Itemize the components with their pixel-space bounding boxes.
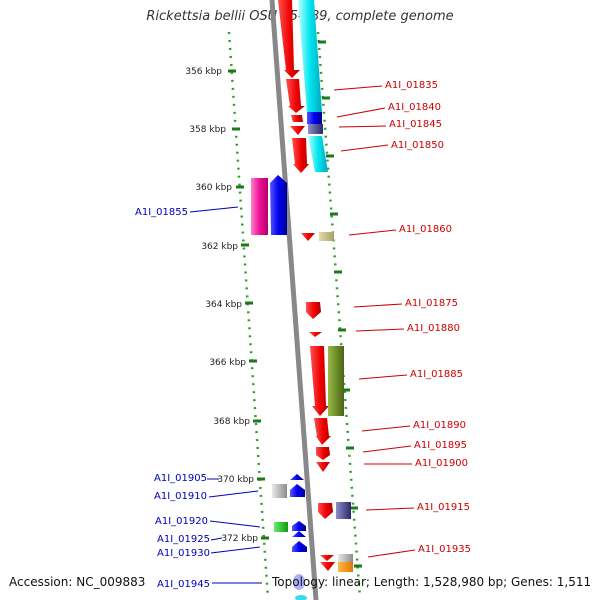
- feature-A1I_01945[interactable]: [293, 574, 305, 590]
- feature-A1I_01910-gray[interactable]: [272, 484, 287, 498]
- feature-A1I_01920[interactable]: [292, 521, 306, 531]
- gene-label-A1I_01905[interactable]: A1I_01905: [154, 473, 207, 484]
- feature-A1I_01875[interactable]: [306, 302, 321, 319]
- feature-A1I_01880[interactable]: [309, 332, 322, 337]
- feature-A1I_01850[interactable]: [292, 138, 309, 173]
- feature-navy-small[interactable]: [336, 502, 351, 519]
- gene-label-A1I_01890[interactable]: A1I_01890: [413, 420, 466, 431]
- feature-A1I_01855[interactable]: [270, 175, 287, 235]
- leader-line: [333, 85, 383, 91]
- leader-line: [365, 507, 415, 511]
- scale-label-360: 360 kbp: [195, 183, 232, 193]
- feature-A1I_01885[interactable]: [310, 346, 329, 416]
- reverse-features: [251, 175, 307, 590]
- sequence-backbone: [269, 0, 319, 600]
- gene-label-A1I_01850[interactable]: A1I_01850: [391, 140, 444, 151]
- feature-A1I_01860[interactable]: [301, 233, 315, 241]
- scale-label-368: 368 kbp: [213, 417, 250, 427]
- leader-line: [338, 125, 387, 128]
- feature-A1I_01935-b[interactable]: [320, 562, 335, 571]
- gene-label-A1I_01860[interactable]: A1I_01860: [399, 224, 452, 235]
- gene-label-A1I_01915[interactable]: A1I_01915: [417, 502, 470, 513]
- gene-label-A1I_01925[interactable]: A1I_01925: [157, 534, 210, 545]
- gene-label-A1I_01920[interactable]: A1I_01920: [155, 516, 208, 527]
- leader-line: [367, 549, 416, 558]
- leader-line: [336, 107, 386, 118]
- leader-line: [210, 537, 223, 541]
- leader-line: [208, 490, 259, 498]
- feature-A1I_01890[interactable]: [314, 418, 331, 445]
- feature-cyan-bottom: [295, 595, 307, 600]
- genome-summary-label: Topology: linear; Length: 1,528,980 bp; …: [272, 575, 592, 589]
- feature-A1I_01915[interactable]: [318, 503, 333, 519]
- feature-cyan-lower[interactable]: [308, 136, 328, 172]
- forward-features: [278, 0, 353, 600]
- feature-A1I_01930[interactable]: [292, 541, 307, 552]
- feature-A1I_01905[interactable]: [290, 474, 304, 480]
- feature-blue-block[interactable]: [307, 112, 322, 124]
- feature-gray-small[interactable]: [338, 554, 353, 562]
- leader-line: [340, 144, 389, 152]
- tick-track-left: [227, 31, 270, 599]
- scale-label-358: 358 kbp: [189, 125, 226, 135]
- gene-label-A1I_01895[interactable]: A1I_01895: [414, 440, 467, 451]
- feature-A1I_01855-pink[interactable]: [251, 178, 268, 235]
- gene-label-A1I_01885[interactable]: A1I_01885: [410, 369, 463, 380]
- feature-A1I_01840[interactable]: [286, 79, 305, 113]
- scale-label-372: 372 kbp: [221, 534, 258, 544]
- tick-track-right: [316, 31, 362, 599]
- leader-line: [210, 546, 261, 554]
- gene-label-A1I_01835[interactable]: A1I_01835: [385, 80, 438, 91]
- scale-label-366: 366 kbp: [209, 358, 246, 368]
- gene-label-A1I_01875[interactable]: A1I_01875: [405, 298, 458, 309]
- feature-navy-block[interactable]: [308, 124, 323, 134]
- feature-A1I_01845-a[interactable]: [291, 115, 303, 122]
- gene-label-A1I_01855[interactable]: A1I_01855: [135, 207, 188, 218]
- feature-A1I_01925[interactable]: [292, 531, 306, 537]
- leader-line: [189, 206, 239, 213]
- gene-label-A1I_01930[interactable]: A1I_01930: [157, 548, 210, 559]
- leader-line: [361, 425, 411, 432]
- feature-tan-block[interactable]: [319, 232, 334, 241]
- feature-olive-block[interactable]: [328, 346, 344, 416]
- gene-label-A1I_01840[interactable]: A1I_01840: [388, 102, 441, 113]
- gene-label-A1I_01845[interactable]: A1I_01845: [389, 119, 442, 130]
- feature-A1I_01845-b[interactable]: [290, 126, 305, 135]
- feature-orange-small[interactable]: [338, 562, 353, 572]
- gene-label-A1I_01900[interactable]: A1I_01900: [415, 458, 468, 469]
- leader-line: [209, 520, 261, 528]
- gene-label-A1I_01880[interactable]: A1I_01880: [407, 323, 460, 334]
- leader-lines-reverse: [189, 206, 262, 584]
- feature-A1I_01935-a[interactable]: [320, 555, 334, 561]
- scale-label-370: 370 kbp: [217, 475, 254, 485]
- gene-label-A1I_01910[interactable]: A1I_01910: [154, 491, 207, 502]
- scale-label-356: 356 kbp: [185, 67, 222, 77]
- feature-A1I_01835[interactable]: [278, 0, 300, 78]
- gene-label-A1I_01935[interactable]: A1I_01935: [418, 544, 471, 555]
- leader-line: [353, 303, 403, 308]
- leader-line: [358, 374, 408, 380]
- leader-lines-forward: [333, 85, 416, 558]
- scale-tick-marks: [228, 69, 269, 540]
- gene-label-A1I_01945[interactable]: A1I_01945: [157, 579, 210, 590]
- feature-A1I_01920-green[interactable]: [274, 522, 288, 532]
- scale-label-364: 364 kbp: [205, 300, 242, 310]
- accession-label: Accession: NC_009883: [9, 575, 146, 589]
- leader-line: [355, 328, 405, 332]
- scale-label-362: 362 kbp: [201, 242, 238, 252]
- feature-cyan-long[interactable]: [298, 0, 322, 112]
- feature-A1I_01895[interactable]: [316, 447, 330, 460]
- feature-A1I_01900[interactable]: [316, 462, 330, 472]
- leader-line: [348, 229, 397, 236]
- feature-A1I_01910[interactable]: [290, 484, 305, 497]
- leader-line: [362, 445, 412, 453]
